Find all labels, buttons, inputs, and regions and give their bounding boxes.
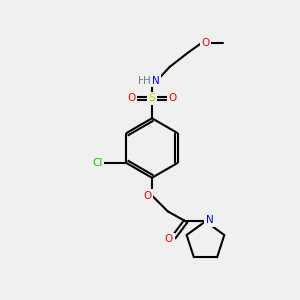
Text: N: N: [152, 76, 160, 85]
Text: O: O: [165, 234, 173, 244]
Text: Cl: Cl: [92, 158, 103, 168]
Text: H: H: [143, 76, 151, 85]
Text: HN: HN: [144, 76, 160, 85]
Text: N: N: [206, 215, 213, 225]
Text: H: H: [138, 76, 146, 85]
Text: O: O: [201, 38, 210, 48]
Text: O: O: [169, 94, 177, 103]
Text: O: O: [143, 190, 151, 201]
Text: S: S: [148, 94, 155, 103]
Text: O: O: [127, 94, 135, 103]
Text: N: N: [206, 215, 213, 225]
